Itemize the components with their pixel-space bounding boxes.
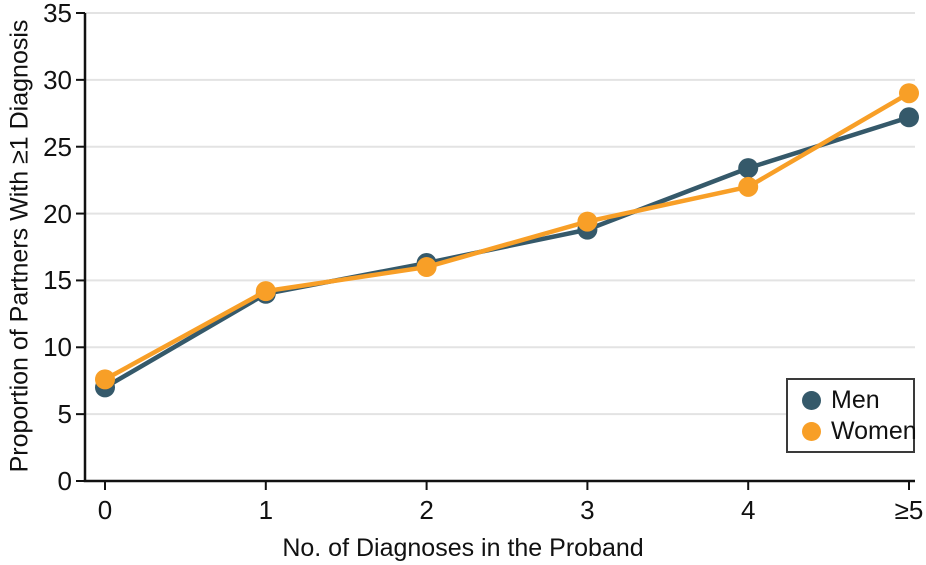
x-tick-label: 3: [580, 495, 595, 525]
legend: Men Women: [786, 378, 917, 453]
x-tick-label: 2: [419, 495, 434, 525]
legend-item-men: Men: [802, 387, 913, 413]
women-series-marker-icon: [802, 421, 821, 441]
legend-item-women: Women: [802, 418, 917, 444]
women-data-point: [95, 369, 115, 390]
women-data-point: [577, 211, 598, 232]
x-axis-title: No. of Diagnoses in the Proband: [282, 534, 644, 562]
x-tick-label: 1: [258, 495, 274, 525]
women-data-point: [416, 257, 437, 278]
men-data-point: [899, 107, 919, 128]
men-series-marker-icon: [802, 390, 821, 410]
y-tick-label: 15: [43, 265, 72, 296]
x-tick-label: ≥5: [894, 495, 924, 525]
y-tick-label: 20: [43, 198, 72, 229]
women-data-point: [899, 83, 919, 104]
y-tick-label: 35: [43, 0, 72, 28]
women-series-line: [102, 90, 912, 382]
x-tick-label: 0: [97, 495, 113, 525]
y-tick-label: 10: [43, 332, 72, 363]
x-tick-label: 4: [740, 495, 756, 525]
men-data-point: [738, 158, 759, 179]
legend-label-men: Men: [831, 386, 880, 414]
y-tick-label: 0: [57, 466, 72, 496]
y-tick-label: 5: [57, 399, 72, 430]
y-axis-title: Proportion of Partners With ≥1 Diagnosis: [5, 19, 34, 473]
legend-label-women: Women: [831, 417, 917, 445]
women-data-point: [738, 176, 759, 197]
y-tick-label: 30: [43, 64, 72, 95]
y-tick-label: 25: [43, 131, 72, 162]
women-data-point: [255, 281, 276, 302]
